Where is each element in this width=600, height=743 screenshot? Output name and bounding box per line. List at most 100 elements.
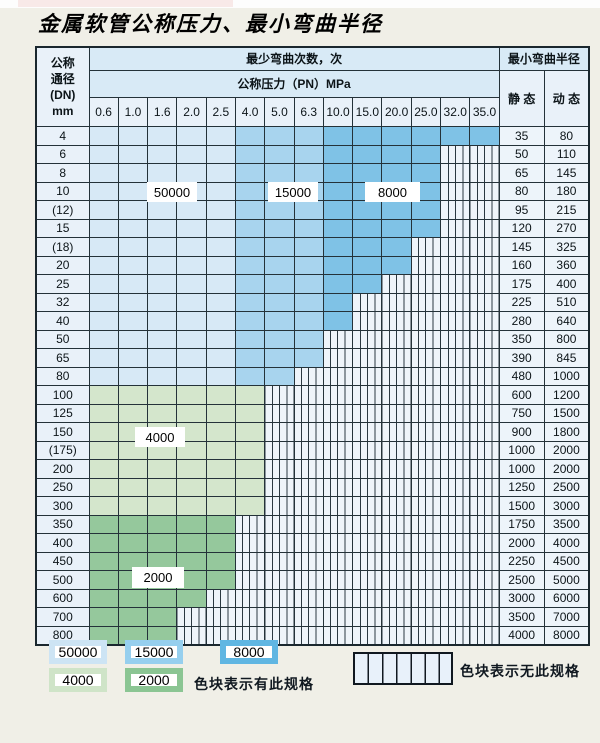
spec-cell xyxy=(88,533,119,553)
table-row: 125 750 1500 xyxy=(35,403,590,423)
no-spec-cell xyxy=(381,570,412,590)
table-row: 150 900 1800 xyxy=(35,422,590,442)
pressure-header-cell: 35.0 xyxy=(469,97,500,127)
spec-cell xyxy=(234,403,266,423)
no-spec-cell xyxy=(410,477,442,497)
dn-cell: 80 xyxy=(35,366,90,386)
static-cell: 3000 xyxy=(498,588,545,608)
no-spec-cell xyxy=(469,422,500,442)
no-spec-cell xyxy=(352,514,383,534)
no-spec-cell xyxy=(293,625,324,646)
dynamic-cell: 3000 xyxy=(543,496,590,516)
spec-cell xyxy=(176,200,207,220)
dynamic-cell: 2000 xyxy=(543,440,590,460)
spec-cell xyxy=(205,422,236,442)
spec-cell xyxy=(352,144,383,164)
no-spec-cell xyxy=(322,533,354,553)
dynamic-cell: 2000 xyxy=(543,459,590,479)
spec-cell xyxy=(234,311,266,331)
spec-cell xyxy=(264,163,295,183)
no-spec-cell xyxy=(440,607,471,627)
spec-cell xyxy=(88,496,119,516)
no-spec-cell xyxy=(469,385,500,405)
no-spec-cell xyxy=(264,459,295,479)
spec-cell xyxy=(88,181,119,201)
no-spec-cell xyxy=(469,348,500,368)
no-spec-cell xyxy=(440,200,471,220)
no-spec-cell xyxy=(322,329,354,349)
spec-cell xyxy=(176,385,207,405)
no-spec-cell xyxy=(440,311,471,331)
spec-cell xyxy=(205,181,236,201)
no-spec-cell xyxy=(322,477,354,497)
no-spec-cell xyxy=(322,403,354,423)
no-spec-cell xyxy=(293,385,324,405)
no-spec-cell xyxy=(440,274,471,294)
no-spec-cell xyxy=(410,459,442,479)
min-radius-header: 最小弯曲半径 xyxy=(498,46,590,71)
dynamic-cell: 110 xyxy=(543,144,590,164)
no-spec-cell xyxy=(381,274,412,294)
no-spec-cell xyxy=(410,292,442,312)
table-wrap: 公称 通径 (DN) mm 最少弯曲次数，次 最小弯曲半径 公称压力（PN）MP… xyxy=(35,46,591,646)
spec-cell xyxy=(410,200,442,220)
no-spec-cell xyxy=(410,551,442,571)
no-spec-cell xyxy=(352,440,383,460)
table-row: 250 1250 2500 xyxy=(35,477,590,497)
dynamic-cell: 215 xyxy=(543,200,590,220)
no-spec-cell xyxy=(381,551,412,571)
no-spec-cell xyxy=(293,551,324,571)
no-spec-cell xyxy=(381,477,412,497)
dn-cell: 300 xyxy=(35,496,90,516)
no-spec-cell xyxy=(322,607,354,627)
pressure-header-cell: 5.0 xyxy=(264,97,295,127)
spec-cell xyxy=(176,403,207,423)
no-spec-cell xyxy=(234,588,266,608)
spec-cell xyxy=(234,292,266,312)
legend-no-spec-box xyxy=(353,652,453,685)
spec-cell xyxy=(264,329,295,349)
spec-cell xyxy=(205,385,236,405)
pressure-header-cell: 1.0 xyxy=(117,97,149,127)
spec-cell xyxy=(469,126,500,146)
spec-cell xyxy=(176,459,207,479)
spec-cell xyxy=(176,218,207,238)
no-spec-cell xyxy=(440,292,471,312)
spec-cell xyxy=(117,348,149,368)
pressure-header-cell: 10.0 xyxy=(322,97,354,127)
spec-cell xyxy=(88,255,119,275)
no-spec-cell xyxy=(469,181,500,201)
no-spec-cell xyxy=(410,422,442,442)
spec-cell xyxy=(147,200,178,220)
static-cell: 175 xyxy=(498,274,545,294)
static-cell: 35 xyxy=(498,126,545,146)
dynamic-cell: 510 xyxy=(543,292,590,312)
no-spec-cell xyxy=(352,496,383,516)
spec-cell xyxy=(147,218,178,238)
no-spec-cell xyxy=(440,144,471,164)
spec-cell xyxy=(293,292,324,312)
table-row: 65 390 845 xyxy=(35,348,590,368)
spec-cell xyxy=(234,496,266,516)
no-spec-cell xyxy=(381,607,412,627)
static-cell: 1500 xyxy=(498,496,545,516)
table-row: 50 350 800 xyxy=(35,329,590,349)
spec-cell xyxy=(147,255,178,275)
header-row-pressure: 公称压力（PN）MPa 静 态 动 态 xyxy=(36,70,590,127)
dn-cell: 125 xyxy=(35,403,90,423)
no-spec-cell xyxy=(469,533,500,553)
table-row: 6 50 110 xyxy=(35,144,590,164)
spec-cell xyxy=(205,477,236,497)
spec-cell xyxy=(205,144,236,164)
dn-cell: 10 xyxy=(35,181,90,201)
dynamic-cell: 80 xyxy=(543,126,590,146)
spec-cell xyxy=(264,348,295,368)
spec-cell xyxy=(205,237,236,257)
no-spec-cell xyxy=(293,477,324,497)
no-spec-cell xyxy=(234,533,266,553)
spec-cell xyxy=(205,514,236,534)
no-spec-cell xyxy=(410,311,442,331)
pressure-header-cell: 4.0 xyxy=(234,97,266,127)
no-spec-cell xyxy=(381,496,412,516)
dynamic-cell: 640 xyxy=(543,311,590,331)
